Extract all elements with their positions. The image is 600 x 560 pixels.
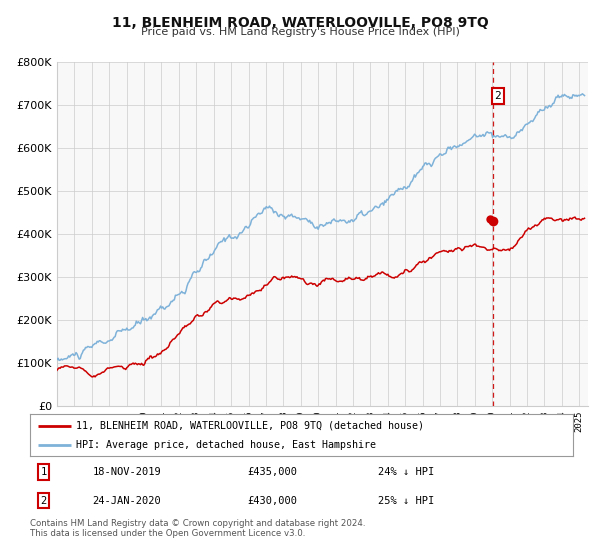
Text: 11, BLENHEIM ROAD, WATERLOOVILLE, PO8 9TQ: 11, BLENHEIM ROAD, WATERLOOVILLE, PO8 9T… (112, 16, 488, 30)
Text: Contains HM Land Registry data © Crown copyright and database right 2024.
This d: Contains HM Land Registry data © Crown c… (30, 519, 365, 538)
Text: £435,000: £435,000 (247, 467, 297, 477)
Text: £430,000: £430,000 (247, 496, 297, 506)
Text: 24% ↓ HPI: 24% ↓ HPI (377, 467, 434, 477)
Text: 2: 2 (494, 91, 501, 101)
Text: 1: 1 (40, 467, 47, 477)
Text: HPI: Average price, detached house, East Hampshire: HPI: Average price, detached house, East… (76, 440, 376, 450)
Text: 2: 2 (40, 496, 47, 506)
Text: 25% ↓ HPI: 25% ↓ HPI (377, 496, 434, 506)
Text: Price paid vs. HM Land Registry's House Price Index (HPI): Price paid vs. HM Land Registry's House … (140, 27, 460, 37)
Text: 24-JAN-2020: 24-JAN-2020 (92, 496, 161, 506)
Text: 11, BLENHEIM ROAD, WATERLOOVILLE, PO8 9TQ (detached house): 11, BLENHEIM ROAD, WATERLOOVILLE, PO8 9T… (76, 421, 424, 431)
Text: 18-NOV-2019: 18-NOV-2019 (92, 467, 161, 477)
